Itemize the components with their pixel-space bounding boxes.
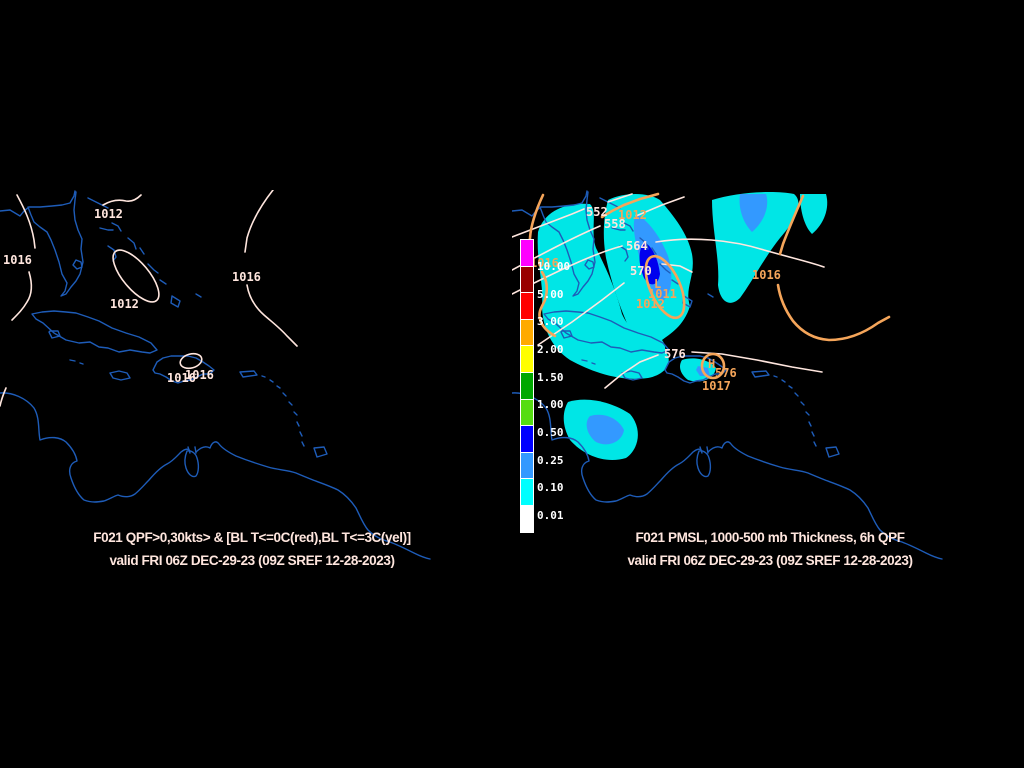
right-map-panel: 552 558 564 570 576 576 1016 1012 1012 1… <box>512 190 943 560</box>
mslp-labels: 1016 1012 1012 1016 L 1011 H 1017 <box>530 208 781 393</box>
scale-value: 2.00 <box>537 343 564 356</box>
right-panel-valid-time: valid FRI 06Z DEC-29-23 (09Z SREF 12-28-… <box>627 553 913 568</box>
high-center-marker: H <box>708 357 715 371</box>
thickness-label: 576 <box>715 366 737 380</box>
qpf-fill-areas <box>537 192 828 460</box>
left-panel-valid-time: valid FRI 06Z DEC-29-23 (09Z SREF 12-28-… <box>109 553 395 568</box>
thickness-label: 570 <box>630 264 652 278</box>
scale-block-chartreuse <box>520 398 534 427</box>
scale-value: 5.00 <box>537 288 564 301</box>
mslp-isobar-contours <box>527 192 891 380</box>
left-isobar-contours <box>0 190 298 407</box>
scale-block-magenta <box>520 239 534 267</box>
isobar-label: 1016 <box>185 368 214 382</box>
scale-value: 0.10 <box>537 481 564 494</box>
isobar-label: 1012 <box>110 297 139 311</box>
thickness-label: 558 <box>604 217 626 231</box>
isobar-label: 1012 <box>94 207 123 221</box>
isobar-label: 1016 <box>232 270 261 284</box>
right-panel-title: F021 PMSL, 1000-500 mb Thickness, 6h QPF <box>635 530 905 545</box>
left-map-panel: 1016 1012 1012 1016 1016 1016 <box>0 190 431 560</box>
scale-block-orange <box>520 318 534 347</box>
scale-block-yellow <box>520 345 534 373</box>
thickness-label: 552 <box>586 205 608 219</box>
scale-block-cyan <box>520 478 534 506</box>
scale-block-dodgerblue <box>520 451 534 480</box>
isobar-label: 1016 <box>752 268 781 282</box>
scale-block-green <box>520 371 534 400</box>
isobar-label: 1016 <box>3 253 32 267</box>
thickness-label: 564 <box>626 239 648 253</box>
scale-value: 1.50 <box>537 371 564 384</box>
isobar-label: 1016 <box>167 371 196 385</box>
low-center-value: 1011 <box>648 287 677 301</box>
left-panel-title: F021 QPF>0,30kts> & [BL T<=0C(red),BL T<… <box>93 530 411 545</box>
isobar-label: 1012 <box>618 208 647 222</box>
scale-value: 3.00 <box>537 315 564 328</box>
scale-block-red <box>520 292 534 320</box>
scale-block-blue <box>520 425 534 453</box>
scale-value: 0.25 <box>537 454 564 467</box>
thickness-labels: 552 558 564 570 576 576 <box>586 205 737 380</box>
low-center-marker: L <box>654 277 661 291</box>
thickness-label: 576 <box>664 347 686 361</box>
isobar-label: 1016 <box>530 256 559 270</box>
qpf-color-scale <box>520 239 534 533</box>
scale-block-white <box>520 504 534 533</box>
isobar-label: 1012 <box>636 297 665 311</box>
scale-value: 0.01 <box>537 509 564 522</box>
scale-block-darkred <box>520 265 534 294</box>
scale-value: 10.00 <box>537 260 571 273</box>
scale-value: 1.00 <box>537 398 564 411</box>
scale-value: 0.50 <box>537 426 564 439</box>
left-coastlines <box>0 190 431 560</box>
high-center-value: 1017 <box>702 379 731 393</box>
left-isobar-labels: 1016 1012 1012 1016 1016 1016 <box>3 207 261 385</box>
